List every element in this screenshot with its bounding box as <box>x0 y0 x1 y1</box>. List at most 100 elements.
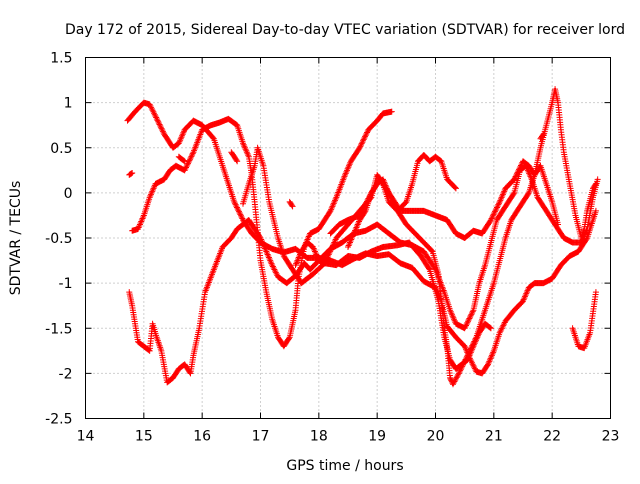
data-point <box>186 369 193 376</box>
data-point <box>465 316 472 323</box>
data-point <box>487 324 494 331</box>
data-point <box>232 201 239 208</box>
data-point <box>233 203 240 210</box>
data-point <box>391 200 398 207</box>
data-point <box>461 359 468 366</box>
y-tick-label: 1 <box>64 96 73 112</box>
data-point <box>387 194 394 201</box>
data-point <box>487 216 494 223</box>
x-tick-label: 17 <box>252 429 270 445</box>
data-point <box>511 176 518 183</box>
data-point <box>484 362 491 369</box>
data-point <box>239 215 246 222</box>
data-point <box>181 158 188 165</box>
data-point <box>181 167 188 174</box>
data-point <box>233 157 240 164</box>
x-tick-label: 15 <box>135 429 153 445</box>
data-point <box>517 163 524 170</box>
data-point <box>452 184 459 191</box>
data-point <box>331 237 338 244</box>
data-point <box>328 245 335 252</box>
data-point <box>327 246 334 253</box>
data-point <box>457 366 464 373</box>
data-point <box>148 104 155 111</box>
y-tick-label: 0 <box>64 186 73 202</box>
data-point <box>469 342 476 349</box>
data-point <box>495 201 502 208</box>
data-point <box>594 176 601 183</box>
data-point <box>390 199 397 206</box>
data-point <box>363 130 370 137</box>
x-tick-label: 23 <box>602 429 620 445</box>
data-point <box>272 267 279 274</box>
data-point <box>493 205 500 212</box>
data-point <box>155 118 162 125</box>
data-point <box>146 101 153 108</box>
data-point <box>387 192 394 199</box>
data-point <box>269 263 276 270</box>
data-point <box>490 211 497 218</box>
data-point <box>269 262 276 269</box>
data-point <box>187 156 194 163</box>
data-point <box>235 207 242 214</box>
x-axis-label: GPS time / hours <box>286 458 403 474</box>
y-tick-label: -1 <box>59 276 73 292</box>
data-point <box>238 214 245 221</box>
data-point <box>273 270 280 277</box>
data-point <box>330 240 337 247</box>
data-point <box>489 212 496 219</box>
x-tick-label: 20 <box>427 429 445 445</box>
data-point <box>494 203 501 210</box>
data-point <box>325 252 332 259</box>
data-point <box>271 266 278 273</box>
data-point <box>358 141 365 148</box>
data-point <box>456 368 463 375</box>
data-point <box>472 335 479 342</box>
data-point <box>158 125 165 132</box>
data-point <box>156 121 163 128</box>
data-point <box>326 209 333 216</box>
data-point <box>592 180 599 187</box>
data-point <box>463 353 470 360</box>
data-point <box>160 129 167 136</box>
data-point <box>385 189 392 196</box>
data-point <box>151 111 158 118</box>
data-point <box>355 145 362 152</box>
data-marks <box>124 86 601 388</box>
data-point <box>364 129 371 136</box>
data-point <box>361 135 368 142</box>
data-point <box>285 335 292 342</box>
data-point <box>501 320 508 327</box>
data-point <box>468 311 475 318</box>
data-point <box>185 160 192 167</box>
data-point <box>357 143 364 150</box>
data-point <box>151 110 158 117</box>
data-point <box>189 150 196 157</box>
data-point <box>150 108 157 115</box>
data-point <box>467 346 474 353</box>
data-point <box>493 204 500 211</box>
data-point <box>180 157 187 164</box>
data-point <box>331 239 338 246</box>
data-point <box>233 204 240 211</box>
data-point <box>468 358 475 365</box>
data-point <box>256 233 263 240</box>
data-point <box>182 165 189 172</box>
data-point <box>467 312 474 319</box>
data-point <box>465 318 472 325</box>
data-point <box>466 315 473 322</box>
data-point <box>159 128 166 135</box>
x-tick-label: 14 <box>77 429 95 445</box>
data-point <box>457 367 464 374</box>
data-point <box>362 132 369 139</box>
data-point <box>388 108 395 115</box>
data-point <box>469 361 476 368</box>
data-point <box>362 133 369 140</box>
data-point <box>234 205 241 212</box>
data-point <box>539 132 546 139</box>
data-point <box>148 105 155 112</box>
data-point <box>324 254 331 261</box>
data-point <box>487 218 494 225</box>
y-tick-label: -2 <box>59 366 73 382</box>
